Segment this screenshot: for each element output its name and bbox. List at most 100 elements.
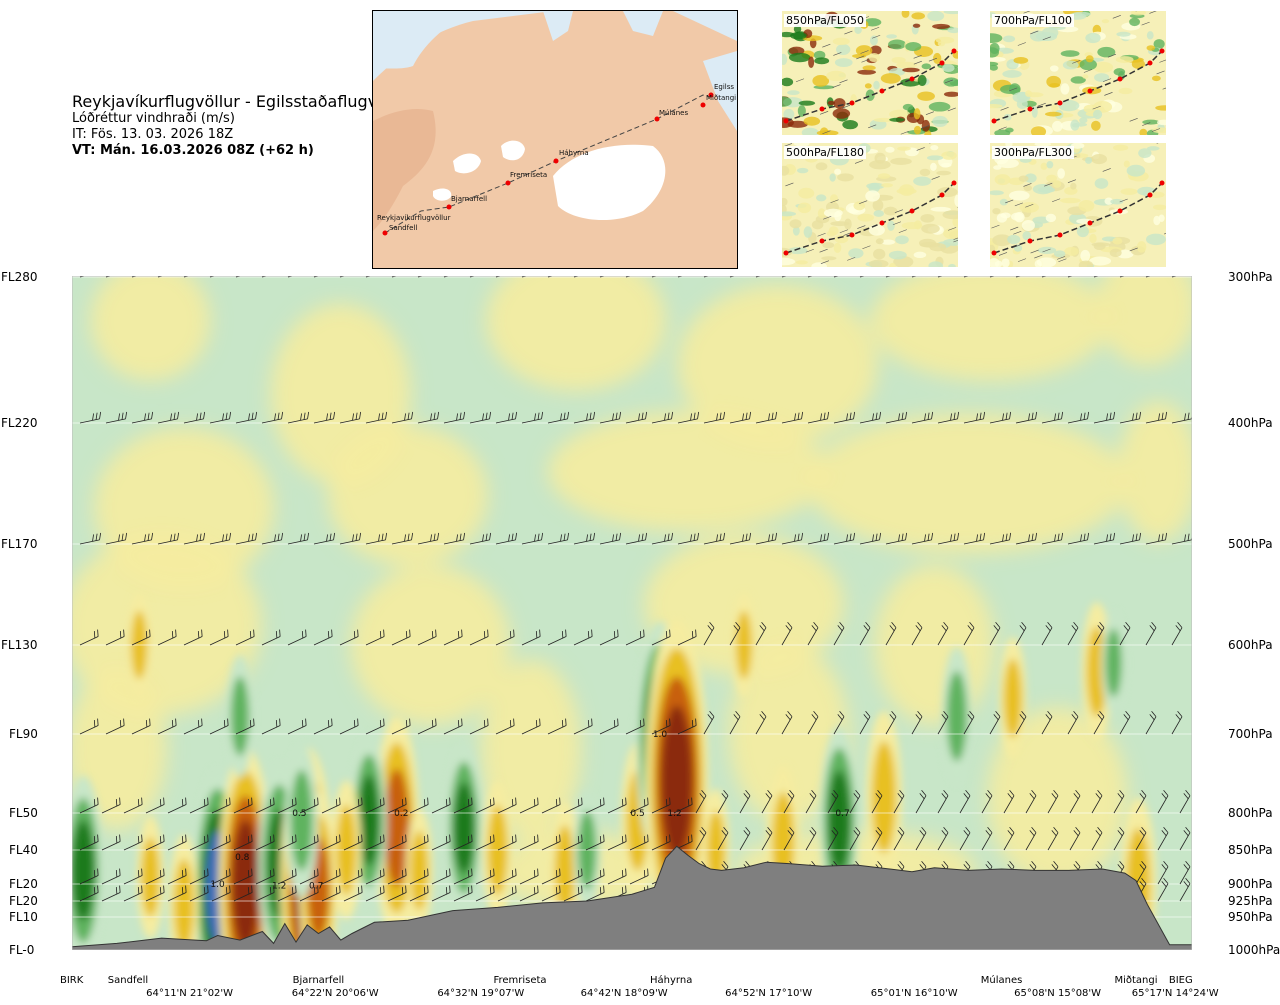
wind-barb (963, 711, 975, 735)
wind-barb (781, 411, 804, 424)
mini-map-waypoint (939, 60, 945, 66)
mini-map-field (1129, 17, 1141, 27)
mini-map-barb (931, 176, 940, 180)
wind-barb (105, 629, 125, 646)
left-axis-label: FL40 (9, 843, 38, 857)
mini-map-barb (1162, 87, 1166, 90)
mini-map-field (990, 33, 1003, 44)
mini-map-barb (841, 104, 851, 109)
wind-barb (131, 718, 151, 735)
wind-barb (1015, 411, 1038, 424)
mini-map-barb (947, 107, 956, 112)
mini-map-field (990, 258, 1000, 267)
mini-map-barb (1129, 118, 1138, 122)
mini-map-waypoint (1057, 100, 1063, 106)
mini-map-barb (1010, 226, 1019, 231)
wind-barb (299, 797, 319, 814)
mini-map-field (942, 210, 958, 220)
wind-barb (167, 834, 187, 851)
wind-barb (365, 532, 388, 545)
wind-barb (365, 885, 385, 902)
wind-barb (1015, 622, 1027, 646)
velocity-core (661, 705, 693, 858)
waypoint-label: Múlanes (980, 975, 1023, 986)
wind-barb (105, 718, 125, 735)
level-map-850-graphic (782, 11, 958, 135)
overview-map-graphic: Reykjavíkurflugvöllur Sandfell Bjarnarfe… (373, 11, 737, 268)
velocity-core (828, 770, 851, 871)
mini-map-field (1070, 182, 1077, 190)
wind-barb (547, 718, 567, 735)
mini-map-field (788, 52, 811, 63)
mini-map-barb (859, 200, 868, 204)
mini-map-field (1109, 248, 1122, 258)
mini-map-field (929, 242, 947, 252)
mini-map-field (801, 127, 819, 135)
level-map-700-graphic (990, 11, 1166, 135)
mini-map-field (1091, 154, 1108, 165)
mini-map-field (854, 25, 862, 35)
mini-map-field (1032, 184, 1054, 195)
wind-barb (409, 868, 429, 885)
mini-map-field (889, 262, 896, 267)
mini-map-barb (953, 237, 958, 240)
mini-map-field (919, 168, 931, 177)
mini-map-barb (1112, 15, 1121, 19)
mini-map-barb (822, 43, 831, 48)
mini-map-field (921, 223, 940, 234)
mini-map-field (1070, 143, 1085, 149)
left-axis-label: FL20 (9, 877, 38, 891)
mini-map-field (868, 182, 880, 193)
mini-map-field (881, 183, 894, 188)
wind-barb (1171, 711, 1183, 735)
mini-map-waypoint (849, 232, 855, 238)
right-axis-label: 925hPa (1228, 894, 1273, 908)
mini-map-field (782, 257, 796, 266)
mini-map-field (1085, 32, 1101, 44)
wind-barb (761, 790, 773, 814)
wind-barb (365, 797, 385, 814)
mini-map-field (1092, 109, 1103, 120)
wind-barb (339, 629, 359, 646)
mini-map-field (836, 43, 851, 55)
wind-barb (209, 629, 229, 646)
mini-map-barb (868, 124, 877, 129)
mini-map-field (1060, 50, 1080, 57)
wind-barb (1093, 711, 1105, 735)
mini-map-barb (1083, 69, 1093, 73)
mini-map-field (1131, 59, 1145, 69)
velocity-core (872, 741, 896, 853)
wind-barb (519, 868, 539, 885)
mini-map-field (897, 146, 911, 151)
wind-barb (255, 797, 275, 814)
mini-map-field (1052, 120, 1063, 132)
wind-barb (287, 718, 307, 735)
mini-map-field (1115, 56, 1134, 64)
wind-barb (703, 711, 715, 735)
wind-barb (391, 718, 411, 735)
right-axis-label: 950hPa (1228, 910, 1273, 924)
mini-map-field (868, 259, 889, 267)
wind-barb (761, 827, 773, 851)
coordinate-label: 65°17'N 14°24'W (1131, 988, 1219, 999)
wind-barb (365, 629, 385, 646)
mini-map-field (803, 116, 821, 126)
wind-barb (911, 532, 934, 545)
mini-map-waypoint (909, 208, 915, 214)
mini-map-waypoint (819, 238, 825, 244)
mini-map-field (857, 213, 875, 222)
mini-map-field (833, 242, 842, 253)
wind-barb (277, 797, 297, 814)
wind-barb (1135, 790, 1147, 814)
wind-barb (277, 885, 297, 902)
mini-map-barb (857, 225, 866, 229)
mini-map-barb (847, 257, 856, 261)
mini-map-field (889, 117, 905, 122)
mini-map-barb (1037, 102, 1046, 107)
level-map-300-graphic (990, 143, 1166, 267)
wind-barb (79, 532, 102, 545)
mini-map-field (822, 242, 835, 249)
mini-map-field (948, 263, 956, 267)
mini-map-barb (872, 34, 881, 39)
wind-barb (431, 834, 451, 851)
